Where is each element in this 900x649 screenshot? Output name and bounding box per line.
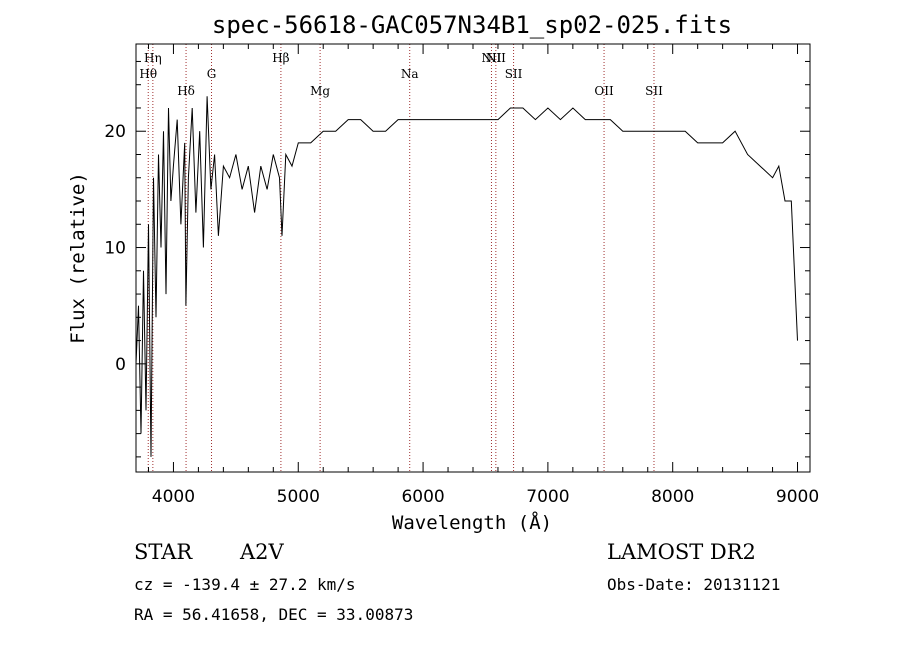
line-marker-label: SII <box>645 84 663 98</box>
line-marker-label: NII <box>486 51 506 65</box>
y-axis-ticks: 0 10 20 <box>104 60 810 458</box>
x-axis-label: Wavelength (Å) <box>392 511 552 534</box>
y-tick-label: 20 <box>104 122 126 142</box>
object-subclass: A2V <box>239 540 285 564</box>
line-marker-label: G <box>207 67 217 81</box>
x-axis-ticks: 4000 5000 6000 7000 8000 9000 <box>147 44 819 507</box>
line-marker-label: Hβ <box>272 51 289 65</box>
y-tick-label: 0 <box>115 355 126 375</box>
radec-text: RA = 56.41658, DEC = 33.00873 <box>134 605 413 624</box>
line-marker-label: OII <box>594 84 614 98</box>
spectral-line-markers <box>147 44 655 472</box>
line-marker-label: SII <box>505 67 523 81</box>
line-marker-label: Hη <box>144 51 162 65</box>
x-tick-label: 4000 <box>152 487 195 507</box>
line-marker-label: Na <box>401 67 419 81</box>
x-tick-label: 9000 <box>776 487 819 507</box>
survey-name: LAMOST DR2 <box>607 540 756 564</box>
x-tick-label: 5000 <box>277 487 320 507</box>
object-class: STAR <box>134 540 193 564</box>
plot-frame <box>135 43 811 473</box>
spectrum-line <box>135 96 798 457</box>
line-marker-label: Hθ <box>139 67 157 81</box>
x-tick-label: 8000 <box>651 487 694 507</box>
obs-date-text: Obs-Date: 20131121 <box>607 575 780 594</box>
x-tick-label: 7000 <box>526 487 569 507</box>
line-marker-label: NII <box>481 51 501 65</box>
chart-title: spec-56618-GAC057N34B1_sp02-025.fits <box>212 11 732 39</box>
line-marker-label: Mg <box>310 84 330 98</box>
x-tick-label: 6000 <box>401 487 444 507</box>
y-tick-label: 10 <box>104 239 126 259</box>
redshift-text: cz = -139.4 ± 27.2 km/s <box>134 575 356 594</box>
line-marker-label: Hδ <box>177 84 195 98</box>
y-axis-label: Flux (relative) <box>67 172 89 344</box>
